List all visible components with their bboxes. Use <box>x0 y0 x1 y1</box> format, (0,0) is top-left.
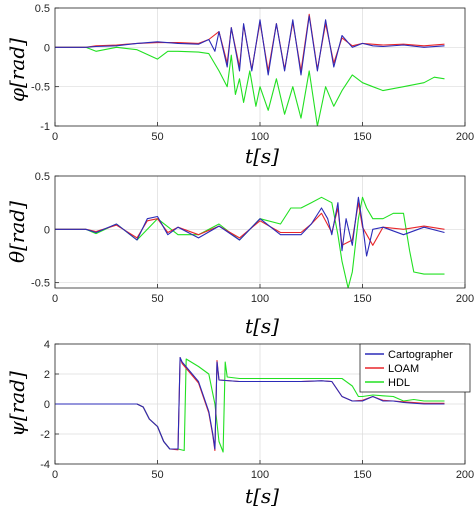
y-tick-label: 4 <box>44 339 50 351</box>
x-tick-label: 150 <box>353 293 371 305</box>
x-tick-label: 200 <box>456 293 474 305</box>
y-tick-label: -1 <box>40 121 50 133</box>
axes-frame <box>54 175 466 289</box>
x-tick-label: 50 <box>151 293 163 305</box>
y-tick-label: 0 <box>44 42 50 54</box>
x-tick-label: 100 <box>251 293 269 305</box>
phi-xlabel: t[s] <box>245 144 279 168</box>
y-tick-label: -0.5 <box>31 82 50 94</box>
series-line-cartographer <box>55 15 445 76</box>
phi-panel: φ[rad] t[s] 0 50 100 150 200 0.5 0 -0.5 -1 <box>5 3 474 168</box>
psi-xlabel: t[s] <box>245 484 279 508</box>
y-tick-label: 0 <box>44 224 50 236</box>
y-tick-label: 0.5 <box>35 3 50 15</box>
phi-ylabel: φ[rad] <box>5 38 29 102</box>
y-tick-label: -2 <box>40 429 50 441</box>
y-tick-label: -0.5 <box>31 278 50 290</box>
x-tick-label: 0 <box>52 469 58 481</box>
series-line-hdl <box>55 196 445 288</box>
x-tick-label: 150 <box>353 469 371 481</box>
x-tick-label: 200 <box>456 131 474 143</box>
x-tick-label: 150 <box>353 131 371 143</box>
axes-frame <box>54 343 466 465</box>
x-tick-label: 50 <box>151 469 163 481</box>
y-tick-label: -4 <box>40 459 50 471</box>
theta-xlabel: t[s] <box>245 314 279 338</box>
y-tick-label: 0 <box>44 399 50 411</box>
x-tick-label: 200 <box>456 469 474 481</box>
theta-ylabel: θ[rad] <box>5 201 29 263</box>
series-line-hdl <box>55 46 445 126</box>
series-line-cartographer <box>55 196 445 257</box>
axes-frame <box>54 7 466 127</box>
x-tick-label: 0 <box>52 131 58 143</box>
x-tick-label: 50 <box>151 131 163 143</box>
series-line-cartographer <box>55 356 445 450</box>
legend: Cartographer LOAM HDL <box>359 343 471 393</box>
y-tick-label: 2 <box>44 369 50 381</box>
y-tick-label: 0.5 <box>35 171 50 183</box>
x-tick-label: 0 <box>52 293 58 305</box>
x-tick-label: 100 <box>251 469 269 481</box>
psi-ylabel: ψ[rad] <box>5 371 29 437</box>
x-tick-label: 100 <box>251 131 269 143</box>
legend-entry-loam: LOAM <box>388 363 419 375</box>
legend-entry-hdl: HDL <box>388 377 410 389</box>
legend-entry-cartographer: Cartographer <box>388 349 453 361</box>
